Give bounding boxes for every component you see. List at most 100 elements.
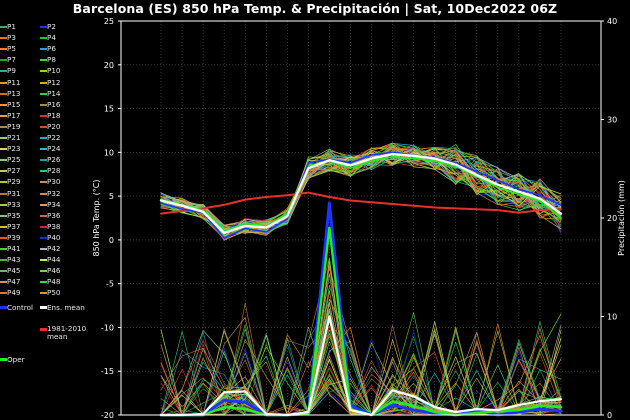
y-tick-label: -15: [101, 367, 114, 376]
legend-label: P19: [7, 121, 21, 131]
legend-swatch: [0, 192, 7, 195]
legend-label: P2: [47, 22, 56, 31]
y-tick-label: 5: [109, 192, 114, 201]
legend-swatch: [0, 125, 7, 128]
member-precip-line: [160, 364, 562, 416]
legend-swatch: [40, 81, 47, 84]
climate-mean-line: [160, 191, 562, 215]
plot-frame: [120, 20, 602, 416]
legend-label: P42: [47, 244, 61, 253]
legend-swatch: [40, 114, 47, 117]
legend-swatch: [0, 114, 7, 117]
legend-label: Ens. mean: [47, 303, 85, 312]
y-tick-label: 10: [104, 148, 114, 157]
legend-swatch: [40, 159, 47, 162]
legend-swatch: [0, 248, 7, 250]
legend-label: P33: [7, 199, 21, 209]
legend-swatch: [0, 92, 7, 95]
legend-swatch: [0, 259, 7, 262]
legend-swatch: [0, 59, 7, 62]
legend-swatch: [40, 203, 47, 206]
y-tick-label: 25: [104, 17, 114, 26]
legend-swatch: [0, 236, 7, 239]
legend-label: P22: [47, 133, 61, 142]
legend-label: Control: [7, 303, 33, 312]
chart-title: Barcelona (ES) 850 hPa Temp. & Precipita…: [72, 1, 558, 16]
legend-swatch: [40, 26, 47, 28]
legend-label: P26: [47, 155, 61, 165]
legend-label: P38: [47, 221, 61, 231]
legend-label: P46: [47, 266, 61, 276]
legend-label: P18: [47, 110, 61, 120]
legend-label: P1: [7, 22, 16, 31]
y-tick-label: -5: [106, 280, 114, 289]
y-tick-label: 15: [104, 105, 114, 114]
legend-label: P12: [47, 77, 61, 87]
legend-swatch: [40, 92, 47, 95]
legend-swatch: [0, 37, 7, 40]
legend-swatch: [40, 306, 47, 309]
legend-label: P45: [7, 266, 21, 276]
control-precip-line: [159, 201, 563, 417]
main-series: [159, 151, 563, 417]
legend-label: P11: [7, 77, 21, 87]
ens-mean-temp-line: [159, 152, 563, 235]
member-temp-line: [160, 154, 562, 238]
legend-label: P28: [47, 166, 61, 176]
legend-swatch: [40, 292, 47, 295]
legend-label: P4: [47, 33, 56, 43]
legend-swatch: [0, 214, 7, 217]
legend-label: P31: [7, 188, 21, 198]
legend-label: Oper: [7, 355, 25, 364]
legend-swatch: [40, 59, 47, 62]
legend-swatch: [40, 281, 47, 284]
legend-swatch: [40, 192, 47, 195]
legend-swatch: [40, 328, 47, 331]
axis-ticks: 25 20 15 10 5 0 -5 -10 -15 -20 40 30 20 10 0: [101, 17, 617, 420]
member-temp-line: [160, 147, 562, 230]
legend-swatch: [0, 270, 7, 273]
legend-label: P16: [47, 99, 61, 109]
legend-swatch: [0, 170, 7, 173]
legend-swatch: [0, 203, 7, 206]
legend-swatch: [0, 181, 7, 184]
legend-label: P48: [47, 277, 61, 287]
y2-tick-label: 30: [607, 116, 617, 125]
legend-swatch: [0, 292, 7, 295]
legend-swatch: [0, 48, 7, 51]
grid: [121, 20, 601, 416]
y2-tick-label: 10: [607, 313, 617, 322]
legend-swatch: [0, 81, 7, 84]
legend-swatch: [40, 259, 47, 262]
legend-label: P7: [7, 55, 16, 65]
legend-swatch: [0, 306, 7, 309]
legend-label: P6: [47, 44, 56, 54]
legend-label: P27: [7, 166, 21, 176]
y2-tick-label: 0: [607, 411, 612, 420]
control-temp-line: [160, 151, 562, 239]
legend-swatch: [40, 37, 47, 40]
legend-swatch: [0, 225, 7, 228]
y2-tick-label: 20: [607, 214, 617, 223]
oper-temp-line: [160, 155, 562, 232]
member-temp-line: [160, 144, 562, 238]
legend-label: P29: [7, 177, 21, 187]
ens-mean-precip-line: [159, 315, 563, 417]
legend-label: P40: [47, 232, 61, 242]
legend-label: P17: [7, 110, 21, 120]
legend-label: P30: [47, 177, 61, 187]
legend-label: P13: [7, 88, 21, 98]
legend-swatch: [40, 125, 47, 128]
legend-swatch: [40, 70, 47, 73]
legend-label: P8: [47, 55, 56, 65]
y2-tick-label: 40: [607, 17, 617, 26]
legend-label: P50: [47, 288, 61, 298]
legend-label: P20: [47, 121, 61, 131]
legend-swatch: [40, 225, 47, 228]
legend-label: P32: [47, 188, 61, 198]
member-lines: [160, 142, 562, 416]
legend-label: P23: [7, 144, 21, 154]
legend-label: P14: [47, 88, 61, 98]
legend-swatch: [40, 103, 47, 106]
